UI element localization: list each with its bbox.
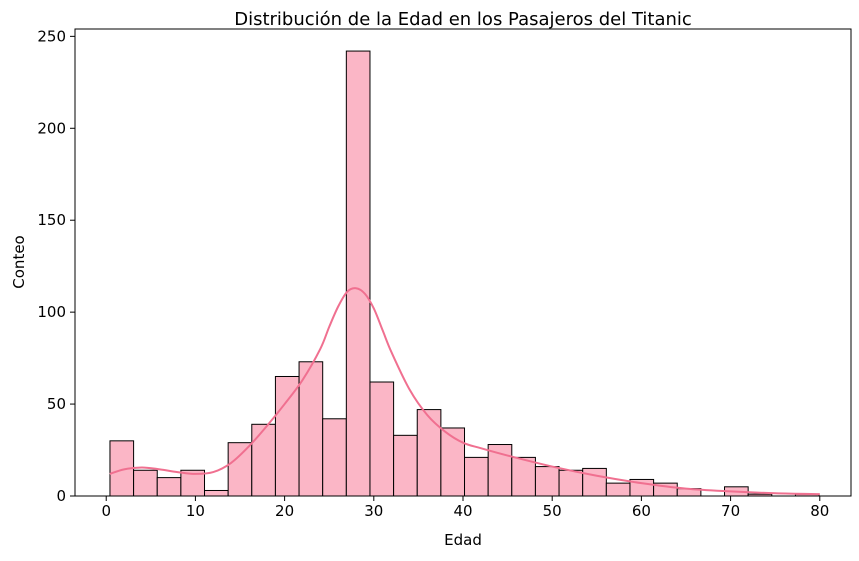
y-axis-label: Conteo bbox=[10, 235, 28, 288]
x-tick-label: 0 bbox=[101, 502, 111, 520]
x-tick-label: 10 bbox=[186, 502, 205, 520]
x-tick-label: 70 bbox=[721, 502, 740, 520]
histogram-bar bbox=[534, 466, 560, 497]
histogram-bar bbox=[322, 418, 347, 497]
histogram-bar bbox=[204, 489, 229, 497]
histogram-bar bbox=[345, 50, 371, 497]
histogram-bar bbox=[416, 409, 442, 497]
histogram-bar bbox=[369, 381, 395, 497]
y-tick-label: 150 bbox=[37, 211, 66, 229]
histogram-bar bbox=[605, 482, 631, 497]
y-tick-label: 50 bbox=[47, 395, 66, 413]
histogram-bar bbox=[464, 456, 489, 497]
x-tick-label: 80 bbox=[810, 502, 829, 520]
x-tick-label: 20 bbox=[275, 502, 294, 520]
y-tick-label: 0 bbox=[56, 487, 66, 505]
histogram-bar bbox=[558, 469, 584, 497]
x-axis-ticks: 0 10 20 30 40 50 60 70 80 bbox=[101, 496, 829, 520]
plot-frame bbox=[74, 28, 852, 497]
histogram-bar bbox=[511, 456, 536, 497]
histogram-bar bbox=[156, 477, 182, 497]
histogram-bar bbox=[440, 427, 466, 497]
x-tick-label: 60 bbox=[632, 502, 651, 520]
bars-group bbox=[109, 50, 820, 497]
y-axis-ticks: 0 50 100 150 200 250 bbox=[37, 27, 75, 505]
histogram-bar bbox=[393, 434, 418, 497]
y-tick-label: 100 bbox=[37, 303, 66, 321]
histogram-bar bbox=[298, 361, 324, 497]
kde-line bbox=[109, 287, 820, 496]
histogram-bar bbox=[251, 423, 276, 497]
histogram-bar bbox=[133, 469, 158, 497]
histogram-bar bbox=[274, 375, 300, 497]
x-tick-label: 50 bbox=[543, 502, 562, 520]
x-tick-label: 30 bbox=[364, 502, 383, 520]
x-tick-label: 40 bbox=[453, 502, 472, 520]
histogram-bar bbox=[582, 467, 607, 497]
y-tick-label: 250 bbox=[37, 27, 66, 45]
histogram-bar bbox=[227, 442, 253, 497]
y-tick-label: 200 bbox=[37, 119, 66, 137]
x-axis-label: Edad bbox=[444, 531, 482, 549]
chart-title: Distribución de la Edad en los Pasajeros… bbox=[234, 9, 692, 30]
